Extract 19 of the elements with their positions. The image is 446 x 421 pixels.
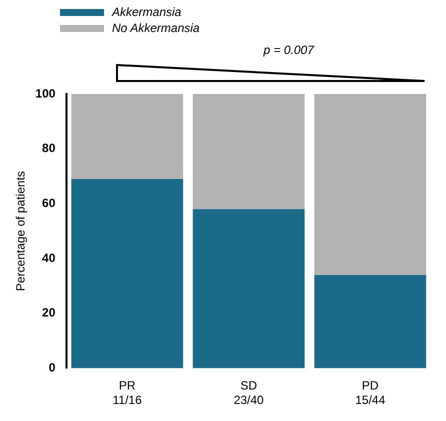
x-tick-label: SD 23/40 <box>234 378 264 408</box>
bar <box>192 209 305 368</box>
y-tick-label: 40 <box>42 250 56 265</box>
x-tick-label: PD 15/44 <box>355 378 386 408</box>
y-tick-label: 0 <box>48 360 56 375</box>
bar <box>71 94 184 179</box>
bar <box>314 274 426 368</box>
y-tick-label: 100 <box>35 86 56 100</box>
bar <box>314 94 426 275</box>
legend-label: No Akkermansia <box>112 21 200 35</box>
y-tick-label: 80 <box>42 141 56 156</box>
bar <box>71 179 184 368</box>
legend-label: Akkermansia <box>112 5 182 19</box>
y-axis-title: Percentage of patients <box>14 171 28 292</box>
text: p = 0.007 <box>262 43 316 57</box>
y-tick-label: 60 <box>42 196 56 210</box>
y-tick-label: 20 <box>42 306 56 320</box>
bar <box>192 94 305 210</box>
x-tick-label: PR 11/16 <box>112 378 142 408</box>
